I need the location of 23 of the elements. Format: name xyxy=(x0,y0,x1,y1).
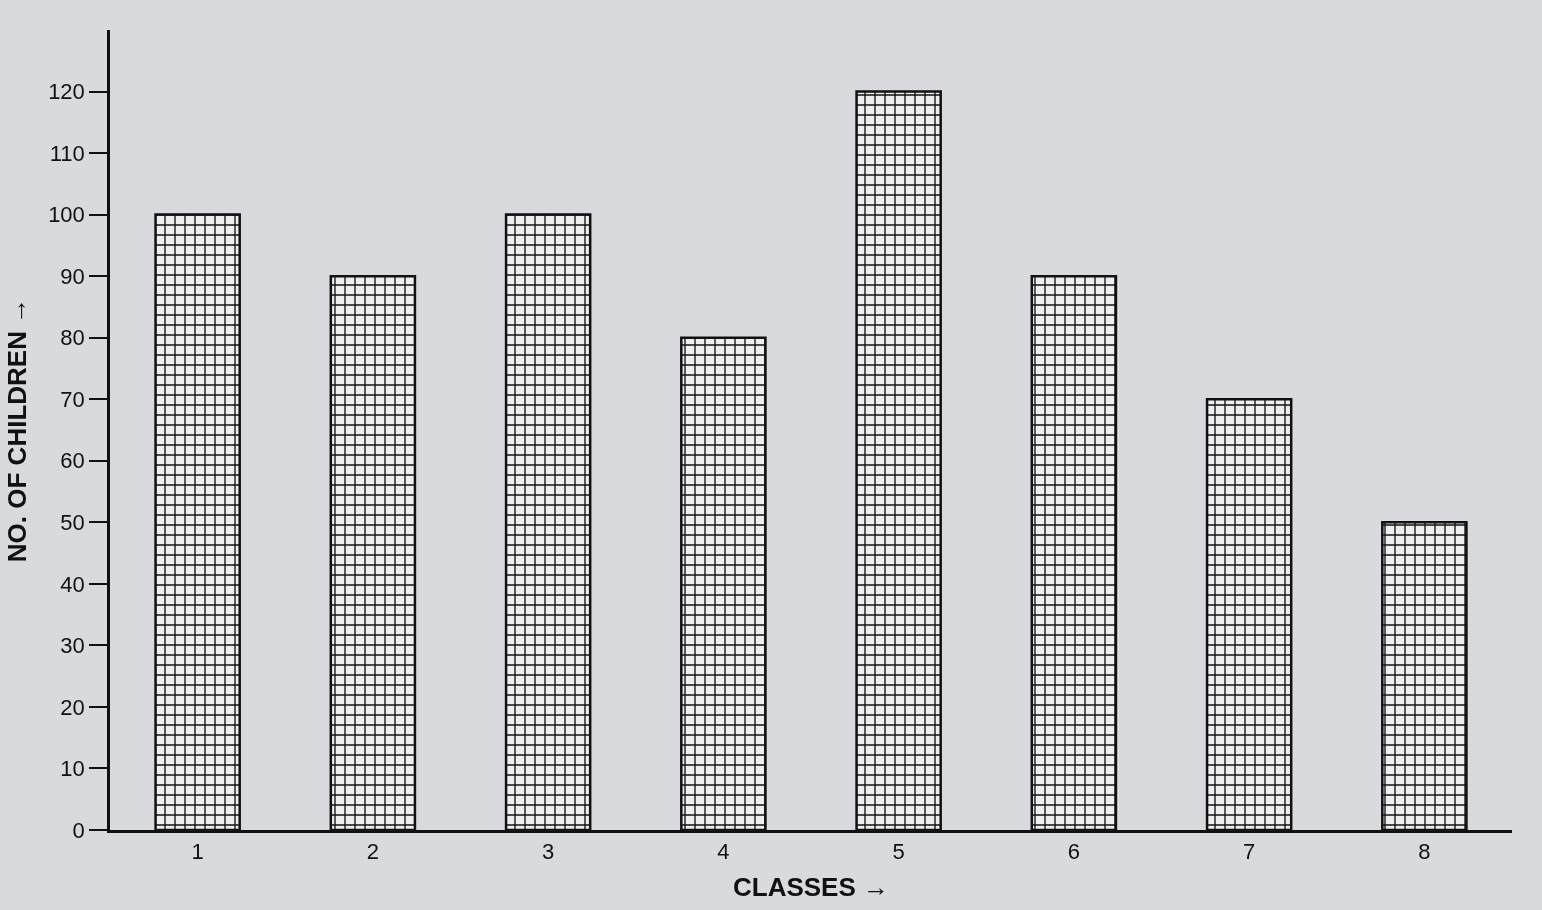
y-tick-label: 40 xyxy=(60,571,85,597)
y-axis-title: NO. OF CHILDREN → xyxy=(1,297,32,563)
x-tick-label: 7 xyxy=(1243,839,1256,865)
x-tick-label: 2 xyxy=(366,839,380,865)
x-tick-label: 4 xyxy=(717,839,730,865)
x-tick-label: 8 xyxy=(1418,839,1431,865)
y-tick-label: 30 xyxy=(60,633,85,659)
y-tick-label: 10 xyxy=(60,756,85,782)
y-tick-label: 90 xyxy=(60,263,85,289)
y-tick-label: 120 xyxy=(48,79,85,105)
y-tick-label: 20 xyxy=(60,694,85,720)
x-tick-label: 3 xyxy=(542,839,555,865)
y-tick-label: 50 xyxy=(60,510,85,536)
x-axis-title: CLASSES → xyxy=(732,871,890,902)
y-tick-label: 0 xyxy=(72,817,85,843)
y-tick-label: 70 xyxy=(60,386,85,412)
x-tick-label: 6 xyxy=(1067,839,1081,865)
y-tick-label: 60 xyxy=(60,448,85,474)
y-tick-label: 100 xyxy=(48,202,85,228)
y-tick-label: 80 xyxy=(60,325,85,351)
y-tick-label: 110 xyxy=(49,140,85,166)
x-tick-label: 5 xyxy=(892,839,905,865)
x-tick-label: 1 xyxy=(191,839,204,865)
